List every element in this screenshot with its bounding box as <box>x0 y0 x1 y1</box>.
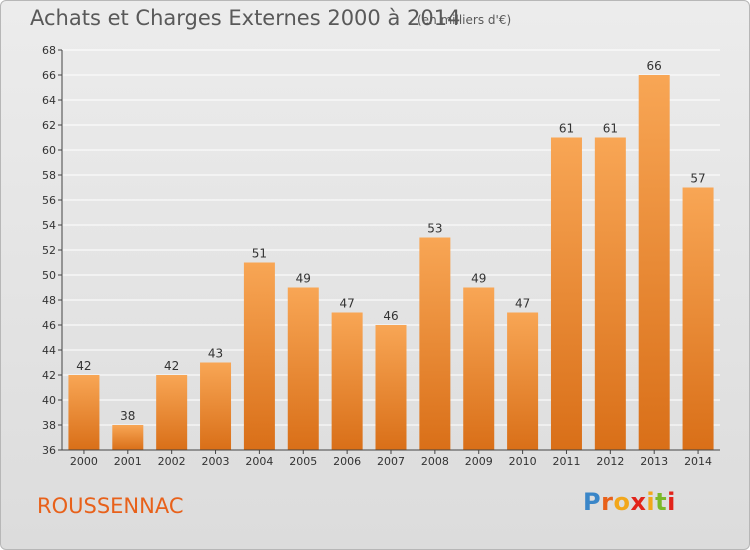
x-tick-label: 2003 <box>202 455 230 468</box>
x-tick-label: 2011 <box>552 455 580 468</box>
chart-title: Achats et Charges Externes 2000 à 2014 <box>30 6 461 30</box>
data-label: 47 <box>515 297 530 311</box>
bar[interactable] <box>331 312 363 451</box>
y-tick-label: 56 <box>42 194 56 207</box>
logo-letter: x <box>630 488 647 516</box>
y-tick-label: 52 <box>42 244 56 257</box>
data-label: 53 <box>427 222 442 236</box>
y-tick-label: 44 <box>42 344 56 357</box>
y-tick-label: 64 <box>42 94 56 107</box>
bar[interactable] <box>375 325 407 450</box>
y-tick-label: 48 <box>42 294 56 307</box>
y-tick-label: 60 <box>42 144 56 157</box>
data-label: 42 <box>76 359 91 373</box>
logo-letter: i <box>646 488 656 516</box>
data-label: 49 <box>296 272 311 286</box>
x-tick-label: 2000 <box>70 455 98 468</box>
x-tick-label: 2013 <box>640 455 668 468</box>
bar[interactable] <box>682 187 714 451</box>
data-label: 61 <box>559 122 574 136</box>
bar[interactable] <box>156 375 188 450</box>
bar[interactable] <box>594 137 626 451</box>
data-label: 66 <box>647 59 662 73</box>
y-tick-label: 46 <box>42 319 56 332</box>
bar[interactable] <box>200 362 232 451</box>
x-tick-label: 2002 <box>158 455 186 468</box>
bar[interactable] <box>507 312 539 451</box>
x-tick-label: 2009 <box>465 455 493 468</box>
data-label: 49 <box>471 272 486 286</box>
data-label: 61 <box>603 122 618 136</box>
data-label: 57 <box>690 172 705 186</box>
y-tick-label: 68 <box>42 44 56 57</box>
y-tick-label: 62 <box>42 119 56 132</box>
bar[interactable] <box>112 425 144 450</box>
logo-letter: o <box>613 488 631 516</box>
bar[interactable] <box>68 375 100 450</box>
y-tick-label: 58 <box>42 169 56 182</box>
data-label: 47 <box>339 297 354 311</box>
y-tick-label: 36 <box>42 444 56 457</box>
data-label: 38 <box>120 409 135 423</box>
x-tick-label: 2012 <box>596 455 624 468</box>
place-name: ROUSSENNAC <box>37 494 184 518</box>
data-label: 43 <box>208 347 223 361</box>
x-tick-label: 2007 <box>377 455 405 468</box>
logo-letter: P <box>583 488 602 516</box>
proxiti-logo[interactable]: Proxiti <box>583 488 676 516</box>
bar[interactable] <box>243 262 275 451</box>
bars: 42 38 42 43 51 49 47 46 53 49 47 61 61 66 57 <box>68 59 714 451</box>
data-label: 46 <box>383 309 398 323</box>
x-tick-label: 2001 <box>114 455 142 468</box>
axes: 36 38 40 42 44 46 48 50 52 54 56 58 60 62 64 66 68 2000 20… <box>42 44 720 468</box>
x-tick-label: 2005 <box>289 455 317 468</box>
logo-letter: r <box>601 488 614 516</box>
x-tick-label: 2006 <box>333 455 361 468</box>
y-tick-label: 38 <box>42 419 56 432</box>
bar[interactable] <box>463 287 495 451</box>
logo-letter: i <box>667 488 676 516</box>
y-tick-label: 50 <box>42 269 56 282</box>
bar[interactable] <box>550 137 582 451</box>
y-tick-label: 42 <box>42 369 56 382</box>
x-tick-label: 2014 <box>684 455 712 468</box>
y-tick-label: 40 <box>42 394 56 407</box>
y-tick-label: 66 <box>42 69 56 82</box>
bar[interactable] <box>419 237 451 451</box>
bar[interactable] <box>287 287 319 451</box>
data-label: 42 <box>164 359 179 373</box>
chart-subtitle: (en milliers d'€) <box>417 13 512 27</box>
x-tick-label: 2010 <box>509 455 537 468</box>
bar[interactable] <box>638 75 670 450</box>
x-tick-label: 2004 <box>245 455 273 468</box>
x-tick-label: 2008 <box>421 455 449 468</box>
logo-letter: t <box>655 488 668 516</box>
y-tick-label: 54 <box>42 219 56 232</box>
data-label: 51 <box>252 247 267 261</box>
